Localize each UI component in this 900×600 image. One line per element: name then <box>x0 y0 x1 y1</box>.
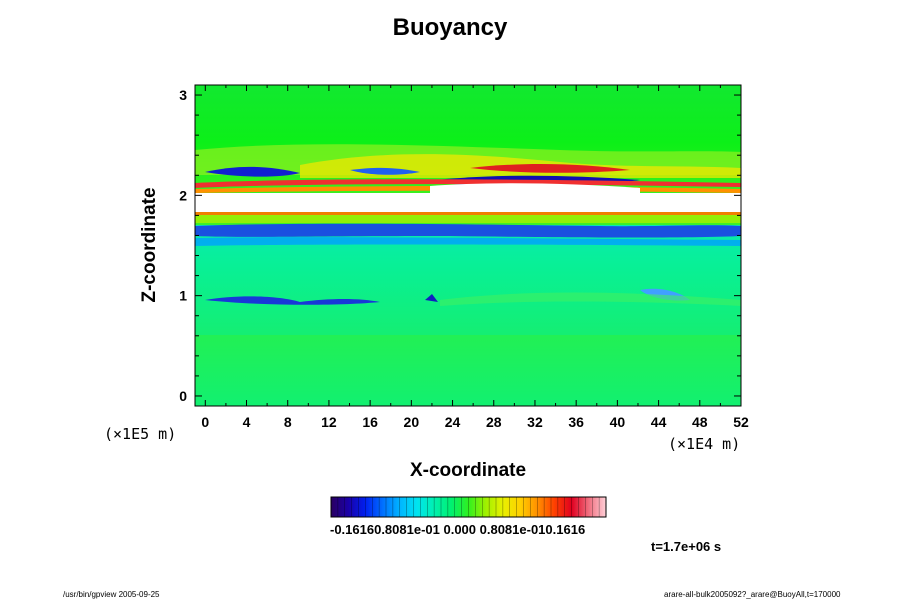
colorbar-ticks <box>337 497 600 517</box>
heatmap-lower-blue-spot <box>425 294 438 302</box>
heatmap-blank-notch <box>430 183 640 193</box>
heatmap-lightblue-band <box>195 237 741 246</box>
x-tick-label: 28 <box>486 414 502 430</box>
y-tick-label: 0 <box>179 388 187 404</box>
heatmap-blue-streak-left <box>205 166 300 177</box>
minor-ticks <box>195 85 741 406</box>
heatmap-yellowgreen-band <box>195 215 741 223</box>
x-tick-label: 24 <box>445 414 461 430</box>
footer-command: /usr/bin/gpview 2005-09-25 <box>63 590 160 599</box>
colorbar-labels: -0.16160.8081e-01 0.000 0.8081e-010.1616 <box>330 522 586 537</box>
heatmap-orange-line-lower <box>195 212 741 215</box>
x-tick-label: 48 <box>692 414 708 430</box>
time-annotation: t=1.7e+06 s <box>651 539 722 554</box>
x-tick-label: 16 <box>362 414 378 430</box>
x-axis-label: X-coordinate <box>409 460 527 481</box>
x-tick-label: 44 <box>651 414 667 430</box>
x-tick-label: 0 <box>201 414 209 430</box>
y-tick-label: 2 <box>179 187 187 203</box>
heatmap-lower-blue-streak <box>205 296 380 305</box>
heatmap-blank-gap <box>195 193 741 212</box>
y-tick-label: 1 <box>179 288 187 304</box>
y-axis: 0 1 2 3 <box>179 87 741 404</box>
x-tick-label: 4 <box>243 414 251 430</box>
heatmap-red-streak <box>470 164 630 173</box>
x-tick-label: 40 <box>610 414 626 430</box>
heatmap-red-line-1 <box>195 179 741 188</box>
x-axis: 0 4 8 12 16 20 24 28 32 36 40 44 48 52 <box>201 85 749 430</box>
x-tick-label: 36 <box>568 414 584 430</box>
x-tick-label: 8 <box>284 414 292 430</box>
footer-source: arare-all-bulk2005092?_arare@BuoyAll,t=1… <box>664 590 841 599</box>
x-tick-label: 20 <box>404 414 420 430</box>
heatmap-blue-band <box>195 223 741 238</box>
y-axis-label: Z-coordinate <box>139 187 160 303</box>
chart-title: Buoyancy <box>392 14 508 41</box>
plot-frame <box>194 84 742 407</box>
y-axis-unit: (×1E5 m) <box>104 425 177 443</box>
colorbar <box>330 496 607 518</box>
x-tick-label: 32 <box>527 414 543 430</box>
heatmap-lower-green-streak <box>440 292 741 306</box>
x-tick-label: 52 <box>733 414 749 430</box>
heatmap-blue-streak-mid <box>350 167 420 175</box>
heatmap-field <box>195 85 741 406</box>
x-tick-label: 12 <box>321 414 337 430</box>
y-tick-label: 3 <box>179 87 187 103</box>
x-axis-unit: (×1E4 m) <box>668 435 741 453</box>
